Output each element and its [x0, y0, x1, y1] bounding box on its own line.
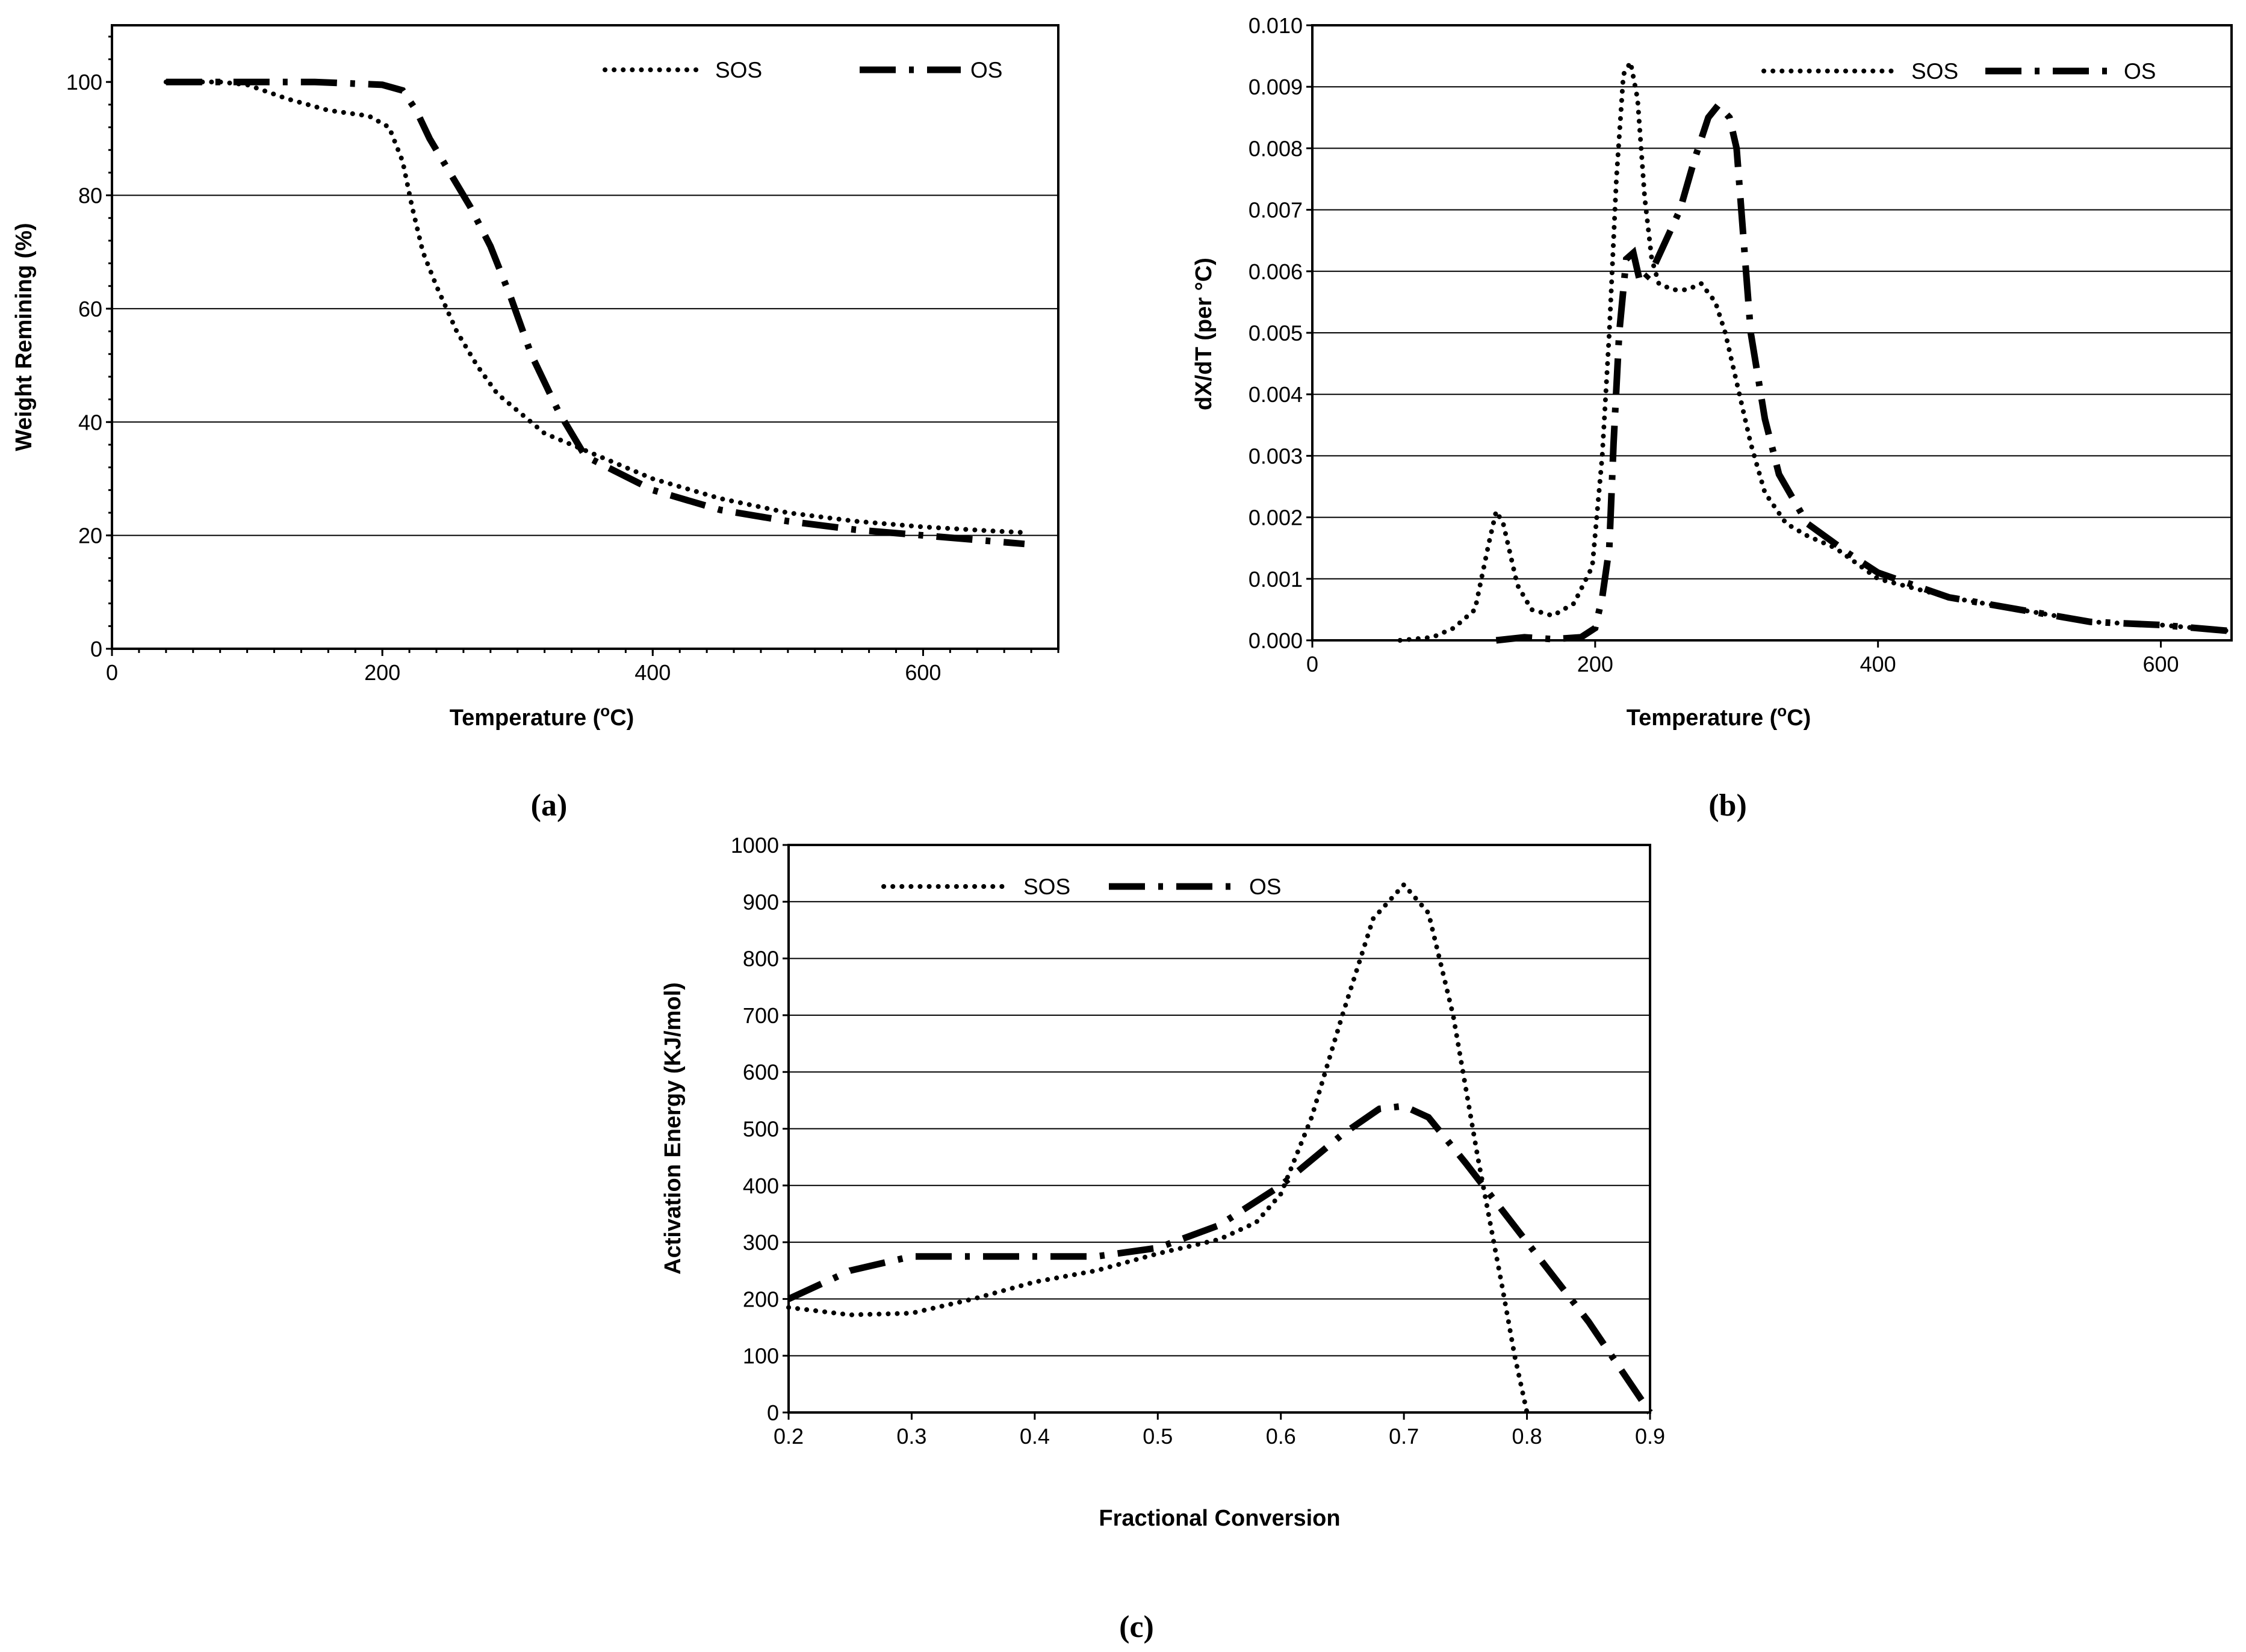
- panel-c-legend: SOS OS: [881, 874, 1281, 899]
- x-tick-label: 0.6: [1266, 1424, 1296, 1449]
- x-title-superscript: o: [1777, 702, 1787, 720]
- y-tick-label: 0.002: [1249, 506, 1303, 530]
- panel-a-y-ticks: 0 20 40 60 80 100: [66, 70, 112, 661]
- y-tick-label: 100: [66, 70, 102, 94]
- panel-c-x-axis-title: Fractional Conversion: [1099, 1506, 1340, 1531]
- panel-a: 0 20 40 60 80 100 0 200 400 600 SOS OS Temperatu…: [11, 24, 1059, 823]
- y-tick-label: 0: [90, 637, 102, 661]
- x-tick-label: 0.3: [896, 1424, 926, 1449]
- panel-b-caption: (b): [1708, 788, 1747, 823]
- panel-c-y-axis-title: Activation Energy (KJ/mol): [660, 982, 686, 1275]
- y-tick-label: 0.001: [1249, 567, 1303, 592]
- panel-b-series: [1397, 55, 2234, 644]
- x-tick-label: 0: [106, 660, 118, 685]
- legend-os-label: OS: [1249, 874, 1281, 899]
- series-line-os: [787, 1103, 1653, 1415]
- x-tick-label: 0.2: [774, 1424, 804, 1449]
- y-tick-label: 0: [767, 1400, 779, 1425]
- x-tick-label: 200: [1577, 652, 1613, 676]
- y-tick-label: 0.008: [1249, 136, 1303, 161]
- panel-b-gridlines: [1312, 86, 2232, 580]
- x-tick-label: 0: [1306, 652, 1318, 676]
- panel-b-x-ticks: 0 200 400 600: [1306, 640, 2179, 676]
- legend-sos-label: SOS: [1023, 874, 1070, 899]
- legend-os-label: OS: [2124, 59, 2156, 84]
- panel-a-y-axis-title: Weight Remining (%): [11, 223, 37, 451]
- legend-sos-label: SOS: [1911, 59, 1958, 84]
- panel-c-y-ticks: 0 100 200 300 400 500 600 700 800 900 1000: [731, 833, 789, 1425]
- y-tick-label: 400: [743, 1174, 779, 1198]
- y-tick-label: 1000: [731, 833, 779, 858]
- series-line-sos: [786, 880, 1530, 1415]
- panel-b-y-ticks: 0.000 0.001 0.002 0.003 0.004 0.005 0.006 0.007…: [1249, 13, 1312, 653]
- y-tick-label: 60: [78, 297, 102, 321]
- panel-a-gridlines: [112, 194, 1058, 536]
- y-tick-label: 0.000: [1249, 628, 1303, 653]
- panel-b-legend: SOS OS: [1761, 59, 2156, 84]
- panel-c-gridlines: [789, 901, 1650, 1357]
- panel-b-y-axis-title: dX/dT (per °C): [1191, 258, 1217, 410]
- y-tick-label: 0.009: [1249, 75, 1303, 99]
- panel-a-x-ticks: 0 200 400 600: [106, 36, 1059, 685]
- y-tick-label: 900: [743, 889, 779, 914]
- y-tick-label: 100: [743, 1344, 779, 1369]
- panel-a-legend: SOS OS: [603, 58, 1002, 82]
- panel-b-x-axis-title: Temperature (oC): [1627, 702, 1811, 731]
- legend-os-label: OS: [970, 58, 1002, 82]
- panel-a-series: [163, 78, 1027, 548]
- y-tick-label: 0.004: [1249, 382, 1303, 407]
- x-tick-label: 600: [2142, 652, 2179, 676]
- panel-c-series: [786, 880, 1653, 1415]
- x-tick-label: 200: [364, 660, 400, 685]
- x-tick-label: 0.5: [1143, 1424, 1173, 1449]
- x-tick-label: 600: [905, 660, 941, 685]
- y-tick-label: 200: [743, 1287, 779, 1311]
- x-title-main: Temperature (: [1627, 705, 1778, 731]
- x-tick-label: 400: [634, 660, 671, 685]
- y-tick-label: 20: [78, 524, 102, 548]
- x-tick-label: 400: [1860, 652, 1896, 676]
- panel-c-x-ticks: 0.2 0.3 0.4 0.5 0.6 0.7 0.8 0.9: [774, 1412, 1665, 1449]
- series-line-sos: [163, 79, 1027, 535]
- panel-a-caption: (a): [531, 788, 568, 823]
- x-title-superscript: o: [600, 702, 610, 720]
- y-tick-label: 0.003: [1249, 444, 1303, 468]
- x-tick-label: 0.8: [1512, 1424, 1542, 1449]
- y-tick-label: 700: [743, 1003, 779, 1028]
- y-tick-label: 0.005: [1249, 321, 1303, 345]
- panel-c-caption: (c): [1119, 1610, 1154, 1644]
- panel-b: 0.000 0.001 0.002 0.003 0.004 0.005 0.006 0.007…: [1191, 13, 2234, 823]
- y-tick-label: 0.006: [1249, 259, 1303, 284]
- legend-sos-label: SOS: [715, 58, 762, 82]
- series-line-os: [166, 78, 1025, 548]
- y-tick-label: 300: [743, 1230, 779, 1255]
- series-line-os: [1495, 100, 2232, 644]
- x-title-tail: C): [1787, 705, 1811, 731]
- x-title-main: Temperature (: [450, 705, 601, 731]
- y-tick-label: 500: [743, 1117, 779, 1142]
- y-tick-label: 800: [743, 947, 779, 971]
- y-tick-label: 0.007: [1249, 198, 1303, 223]
- x-tick-label: 0.4: [1020, 1424, 1050, 1449]
- y-tick-label: 600: [743, 1060, 779, 1084]
- y-tick-label: 0.010: [1249, 13, 1303, 38]
- x-title-tail: C): [610, 705, 634, 731]
- panel-a-plot-frame: [111, 24, 1059, 650]
- x-tick-label: 0.7: [1389, 1424, 1419, 1449]
- y-tick-label: 40: [78, 410, 102, 435]
- series-line-sos: [1397, 55, 2234, 643]
- panel-a-x-axis-title: Temperature (oC): [450, 702, 634, 731]
- y-tick-label: 80: [78, 184, 102, 208]
- x-tick-label: 0.9: [1635, 1424, 1665, 1449]
